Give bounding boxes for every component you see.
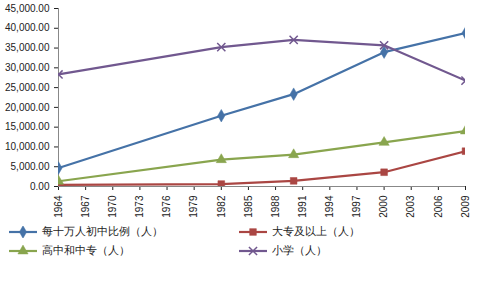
svg-text:1970: 1970 xyxy=(107,195,118,218)
svg-text:1964: 1964 xyxy=(53,195,64,218)
svg-text:40,000.00: 40,000.00 xyxy=(5,22,50,33)
svg-text:2006: 2006 xyxy=(433,195,444,218)
svg-text:15,000.00: 15,000.00 xyxy=(5,121,50,132)
svg-text:1988: 1988 xyxy=(270,195,281,218)
svg-text:1991: 1991 xyxy=(297,195,308,218)
svg-text:10,000.00: 10,000.00 xyxy=(5,141,50,152)
svg-text:45,000.00: 45,000.00 xyxy=(5,3,50,14)
html-text:大专及以上（人）: 大专及以上（人） xyxy=(272,225,360,237)
svg-text:1982: 1982 xyxy=(216,195,227,218)
svg-text:25,000.00: 25,000.00 xyxy=(5,82,50,93)
html-text:高中和中专（人）: 高中和中专（人） xyxy=(42,244,130,256)
html-text:小学（人）: 小学（人） xyxy=(272,244,327,256)
html-text:每十万人初中比例（人）: 每十万人初中比例（人） xyxy=(42,225,163,237)
svg-text:1985: 1985 xyxy=(243,195,254,218)
svg-text:1967: 1967 xyxy=(80,195,91,218)
svg-text:35,000.00: 35,000.00 xyxy=(5,42,50,53)
svg-text:1979: 1979 xyxy=(188,195,199,218)
svg-text:1994: 1994 xyxy=(324,195,335,218)
svg-text:30,000.00: 30,000.00 xyxy=(5,62,50,73)
svg-text:2009: 2009 xyxy=(460,195,471,218)
svg-text:2000: 2000 xyxy=(378,195,389,218)
svg-text:5,000.00: 5,000.00 xyxy=(11,161,50,172)
svg-text:1997: 1997 xyxy=(351,195,362,218)
svg-text:20,000.00: 20,000.00 xyxy=(5,102,50,113)
svg-text:2003: 2003 xyxy=(405,195,416,218)
svg-text:1973: 1973 xyxy=(134,195,145,218)
svg-text:0.00: 0.00 xyxy=(30,181,50,192)
svg-text:1976: 1976 xyxy=(161,195,172,218)
